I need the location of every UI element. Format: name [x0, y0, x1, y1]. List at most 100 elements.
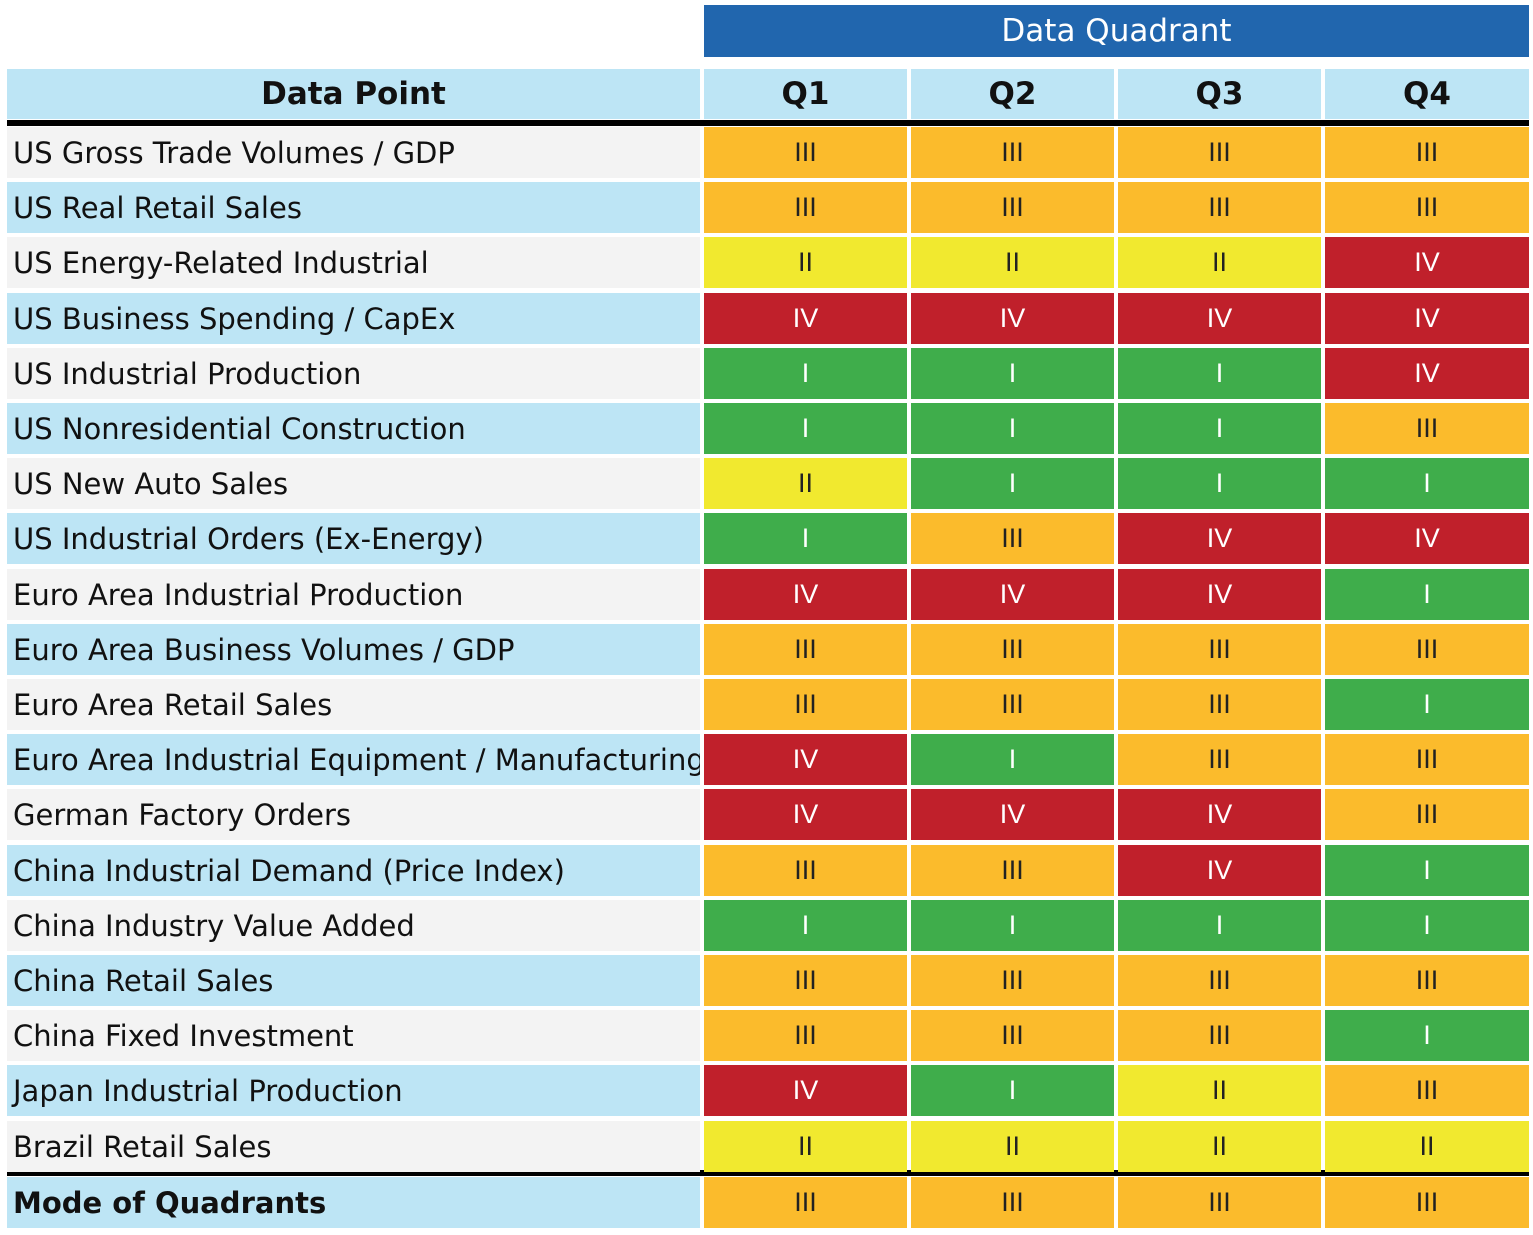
quadrant-cell-q1: III — [704, 182, 907, 233]
quadrant-cell-q1: II — [704, 237, 907, 288]
row-label: US Energy-Related Industrial — [7, 237, 700, 288]
quadrant-cell-q3: III — [1118, 624, 1321, 675]
quadrant-cell-q1: I — [704, 900, 907, 951]
quadrant-cell-q1: IV — [704, 734, 907, 785]
row-label: Euro Area Industrial Equipment / Manufac… — [7, 734, 700, 785]
quadrant-cell-q3: IV — [1118, 845, 1321, 896]
header-divider — [7, 120, 1529, 126]
row-label: US Industrial Orders (Ex-Energy) — [7, 513, 700, 564]
quadrant-cell-q2: I — [911, 734, 1114, 785]
row-label: China Industry Value Added — [7, 900, 700, 951]
quadrant-cell-q3: IV — [1118, 293, 1321, 344]
quadrant-cell-q4: I — [1325, 845, 1529, 896]
quadrant-cell-q2: I — [911, 1065, 1114, 1116]
quadrant-cell-q2: II — [911, 1121, 1114, 1172]
quadrant-cell-q4: III — [1325, 955, 1529, 1006]
quadrant-cell-q3: II — [1118, 1065, 1321, 1116]
summary-cell-q2: III — [911, 1177, 1114, 1228]
row-label: China Fixed Investment — [7, 1010, 700, 1061]
quadrant-cell-q1: III — [704, 624, 907, 675]
row-label: US New Auto Sales — [7, 458, 700, 509]
quadrant-cell-q2: III — [911, 127, 1114, 178]
quadrant-cell-q4: III — [1325, 734, 1529, 785]
quadrant-cell-q1: III — [704, 679, 907, 730]
header-q3: Q3 — [1118, 69, 1321, 119]
quadrant-cell-q2: III — [911, 845, 1114, 896]
summary-divider — [7, 1170, 1529, 1176]
summary-cell-q4: III — [1325, 1177, 1529, 1228]
quadrant-cell-q4: I — [1325, 458, 1529, 509]
quadrant-cell-q4: II — [1325, 1121, 1529, 1172]
quadrant-cell-q3: III — [1118, 182, 1321, 233]
quadrant-cell-q2: IV — [911, 789, 1114, 840]
header-q4: Q4 — [1325, 69, 1529, 119]
quadrant-cell-q4: I — [1325, 1010, 1529, 1061]
header-q2: Q2 — [911, 69, 1114, 119]
row-label: Brazil Retail Sales — [7, 1121, 700, 1172]
quadrant-cell-q4: III — [1325, 403, 1529, 454]
data-quadrant-banner: Data Quadrant — [704, 5, 1529, 57]
quadrant-cell-q2: III — [911, 1010, 1114, 1061]
quadrant-cell-q2: III — [911, 182, 1114, 233]
quadrant-cell-q2: III — [911, 513, 1114, 564]
row-label: US Nonresidential Construction — [7, 403, 700, 454]
quadrant-cell-q1: I — [704, 513, 907, 564]
quadrant-cell-q3: II — [1118, 237, 1321, 288]
quadrant-cell-q4: IV — [1325, 237, 1529, 288]
quadrant-cell-q1: II — [704, 458, 907, 509]
quadrant-cell-q4: I — [1325, 679, 1529, 730]
quadrant-cell-q2: I — [911, 403, 1114, 454]
quadrant-cell-q2: III — [911, 624, 1114, 675]
quadrant-cell-q4: IV — [1325, 513, 1529, 564]
quadrant-cell-q3: III — [1118, 734, 1321, 785]
quadrant-cell-q3: I — [1118, 403, 1321, 454]
row-label: China Industrial Demand (Price Index) — [7, 845, 700, 896]
quadrant-cell-q4: III — [1325, 624, 1529, 675]
quadrant-cell-q1: I — [704, 403, 907, 454]
quadrant-cell-q2: II — [911, 237, 1114, 288]
row-label: China Retail Sales — [7, 955, 700, 1006]
row-label: Euro Area Retail Sales — [7, 679, 700, 730]
quadrant-cell-q1: I — [704, 348, 907, 399]
quadrant-cell-q1: III — [704, 127, 907, 178]
quadrant-cell-q1: IV — [704, 293, 907, 344]
quadrant-cell-q1: III — [704, 845, 907, 896]
row-label: Euro Area Industrial Production — [7, 569, 700, 620]
quadrant-cell-q3: I — [1118, 458, 1321, 509]
header-data-point: Data Point — [7, 69, 700, 119]
row-label: Euro Area Business Volumes / GDP — [7, 624, 700, 675]
quadrant-cell-q3: III — [1118, 679, 1321, 730]
quadrant-cell-q4: III — [1325, 1065, 1529, 1116]
row-label: German Factory Orders — [7, 789, 700, 840]
quadrant-cell-q2: IV — [911, 569, 1114, 620]
quadrant-cell-q2: IV — [911, 293, 1114, 344]
quadrant-cell-q4: III — [1325, 127, 1529, 178]
quadrant-cell-q2: I — [911, 458, 1114, 509]
quadrant-cell-q3: IV — [1118, 513, 1321, 564]
summary-label: Mode of Quadrants — [7, 1177, 700, 1228]
quadrant-cell-q1: IV — [704, 1065, 907, 1116]
quadrant-cell-q1: III — [704, 955, 907, 1006]
quadrant-cell-q1: III — [704, 1010, 907, 1061]
quadrant-cell-q4: III — [1325, 789, 1529, 840]
quadrant-cell-q1: IV — [704, 569, 907, 620]
quadrant-cell-q3: IV — [1118, 789, 1321, 840]
quadrant-cell-q4: I — [1325, 900, 1529, 951]
quadrant-cell-q4: III — [1325, 182, 1529, 233]
quadrant-cell-q2: III — [911, 955, 1114, 1006]
quadrant-cell-q3: II — [1118, 1121, 1321, 1172]
quadrant-cell-q2: III — [911, 679, 1114, 730]
quadrant-cell-q2: I — [911, 348, 1114, 399]
summary-cell-q3: III — [1118, 1177, 1321, 1228]
quadrant-cell-q1: II — [704, 1121, 907, 1172]
summary-cell-q1: III — [704, 1177, 907, 1228]
header-q1: Q1 — [704, 69, 907, 119]
row-label: Japan Industrial Production — [7, 1065, 700, 1116]
quadrant-cell-q3: III — [1118, 127, 1321, 178]
row-label: US Industrial Production — [7, 348, 700, 399]
quadrant-cell-q3: III — [1118, 1010, 1321, 1061]
quadrant-cell-q3: I — [1118, 900, 1321, 951]
quadrant-cell-q3: I — [1118, 348, 1321, 399]
row-label: US Business Spending / CapEx — [7, 293, 700, 344]
quadrant-cell-q1: IV — [704, 789, 907, 840]
